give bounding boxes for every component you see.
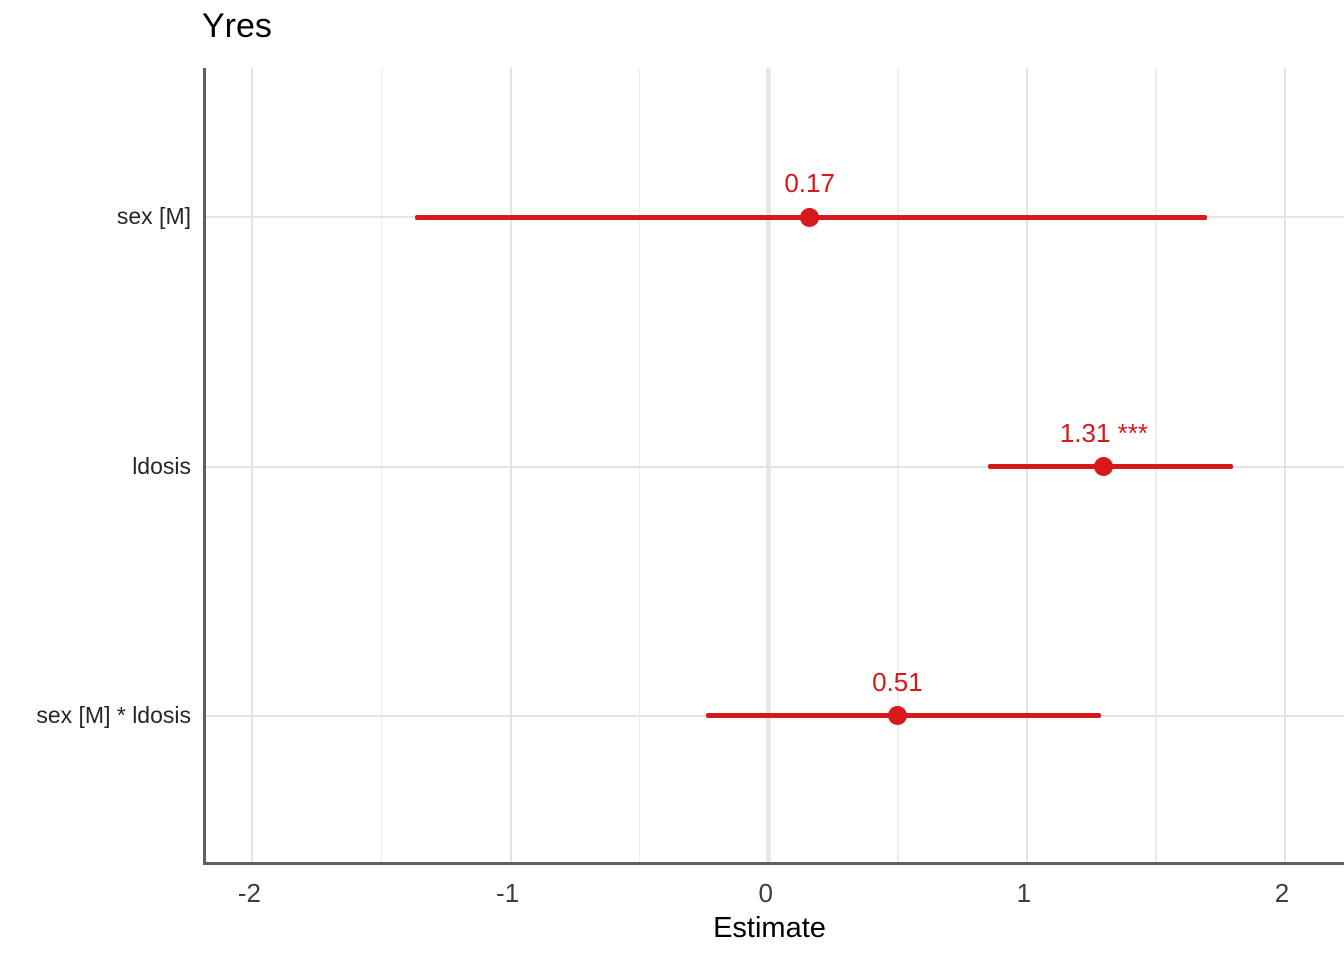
minor-gridline bbox=[638, 68, 641, 862]
x-tick-label: 2 bbox=[1274, 878, 1290, 908]
plot-title: Yres bbox=[202, 7, 272, 45]
major-gridline bbox=[251, 68, 254, 862]
major-gridline bbox=[1284, 68, 1287, 862]
row-gridline bbox=[206, 465, 1344, 468]
y-axis-term-label: ldosis bbox=[132, 452, 191, 479]
minor-gridline bbox=[380, 68, 383, 862]
minor-gridline bbox=[897, 68, 899, 862]
point-estimate-dot bbox=[1094, 457, 1114, 476]
point-estimate-dot bbox=[800, 207, 820, 227]
x-axis-title: Estimate bbox=[713, 912, 826, 944]
zero-reference-line bbox=[766, 68, 772, 862]
x-tick-label: 0 bbox=[758, 878, 773, 908]
x-tick-label: -1 bbox=[496, 878, 520, 908]
y-axis-term-label: sex [M] bbox=[116, 203, 191, 230]
major-gridline bbox=[509, 68, 512, 862]
x-tick-label: 1 bbox=[1016, 878, 1032, 908]
estimate-value-label: 0.17 bbox=[784, 168, 835, 199]
point-estimate-dot bbox=[887, 706, 907, 726]
estimate-value-label: 0.51 bbox=[872, 666, 923, 697]
estimate-value-label: 1.31 *** bbox=[1059, 417, 1149, 448]
x-tick-label: -2 bbox=[237, 878, 262, 908]
y-axis-term-label: sex [M] * ldosis bbox=[36, 701, 191, 728]
